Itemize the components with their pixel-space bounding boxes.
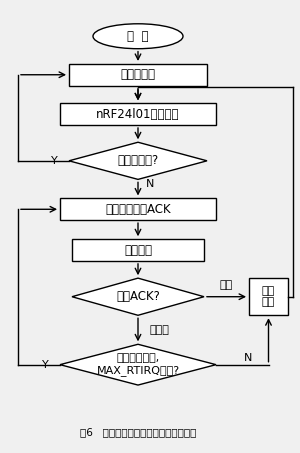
Text: 图6   车载系统射频模块软件设计流程图: 图6 车载系统射频模块软件设计流程图 [80,428,196,438]
Bar [60,103,216,125]
Text: 未接收: 未接收 [149,325,169,335]
Polygon shape [60,344,216,385]
Text: N: N [244,353,252,363]
Text: Y: Y [51,156,57,166]
Text: 系统初始化: 系统初始化 [121,68,155,81]
Text: 开  始: 开 始 [127,30,149,43]
Text: Y: Y [42,360,48,370]
Bar [72,239,204,261]
Text: 发送数据: 发送数据 [124,244,152,256]
Ellipse shape [93,24,183,48]
Bar [69,64,207,86]
Text: 接收: 接收 [220,280,233,290]
Text: 等待ACK?: 等待ACK? [116,290,160,303]
Text: nRF24l01接收模式: nRF24l01接收模式 [96,108,180,120]
Polygon shape [69,142,207,179]
Polygon shape [72,278,204,315]
Text: 数据处理发送ACK: 数据处理发送ACK [105,203,171,216]
Text: 接收到乱码?: 接收到乱码? [117,154,159,167]
Text: 蜂鸣
器响: 蜂鸣 器响 [262,286,275,308]
Text: 重发至最大数,
MAX_RTIRQ中断?: 重发至最大数, MAX_RTIRQ中断? [96,353,180,376]
Bar [60,198,216,220]
Text: N: N [146,179,154,189]
Bar [249,278,288,315]
